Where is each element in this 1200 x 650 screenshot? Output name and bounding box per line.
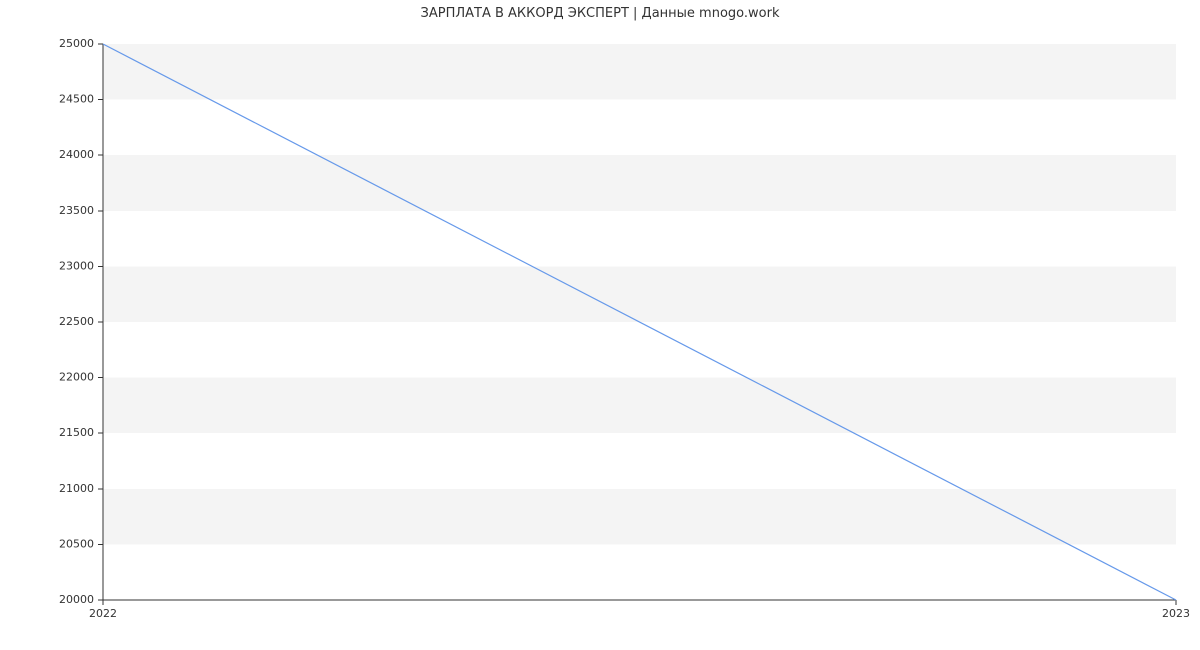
salary-line-chart: ЗАРПЛАТА В АККОРД ЭКСПЕРТ | Данные mnogo…	[0, 0, 1200, 650]
y-tick-label: 24000	[59, 148, 94, 161]
y-tick-label: 20000	[59, 593, 94, 606]
y-tick-label: 25000	[59, 37, 94, 50]
x-tick-label: 2023	[1162, 607, 1190, 620]
grid-band	[103, 266, 1176, 322]
x-tick-label: 2022	[89, 607, 117, 620]
chart-title: ЗАРПЛАТА В АККОРД ЭКСПЕРТ | Данные mnogo…	[0, 6, 1200, 21]
y-tick-label: 21000	[59, 482, 94, 495]
grid-band	[103, 378, 1176, 434]
grid-band	[103, 433, 1176, 489]
grid-band	[103, 544, 1176, 600]
y-tick-label: 23500	[59, 204, 94, 217]
grid-band	[103, 155, 1176, 211]
y-tick-label: 24500	[59, 93, 94, 106]
y-tick-label: 22500	[59, 315, 94, 328]
grid-band	[103, 44, 1176, 100]
y-tick-label: 21500	[59, 426, 94, 439]
y-tick-label: 20500	[59, 537, 94, 550]
grid-band	[103, 211, 1176, 267]
chart-svg: 20000 20500 21000 21500 22000 22500 23000 23500…	[0, 0, 1200, 650]
y-tick-label: 22000	[59, 371, 94, 384]
y-tick-label: 23000	[59, 259, 94, 272]
grid-band	[103, 322, 1176, 378]
